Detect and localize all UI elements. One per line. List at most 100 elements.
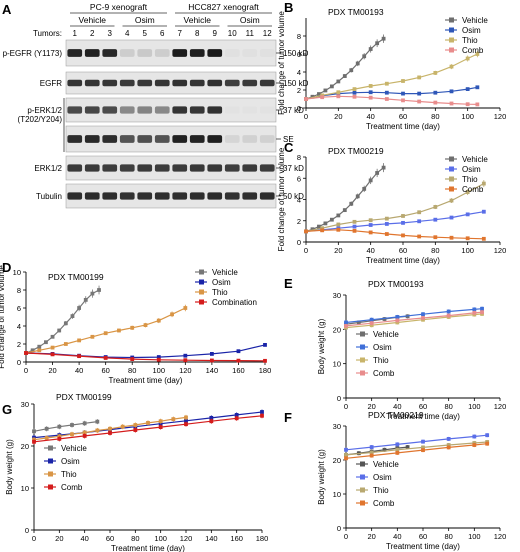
x-tick-label: 80	[444, 402, 452, 411]
x-tick-label: 20	[55, 534, 63, 543]
series-comb	[304, 94, 480, 107]
series-comb	[344, 310, 484, 328]
data-point	[108, 431, 112, 435]
data-point	[395, 442, 400, 447]
data-point	[352, 94, 357, 99]
data-point	[234, 413, 239, 417]
data-point	[362, 186, 367, 191]
data-point	[421, 439, 425, 444]
data-point	[475, 85, 480, 90]
chart-panel-D: D PDX TM00199 0 20 40 60 80 100 120 140 160 180 0 2 4 6…	[0, 260, 271, 385]
data-point	[421, 312, 425, 317]
y-axis-label: Fold change of tumor volume	[0, 265, 6, 369]
data-point	[481, 236, 486, 241]
data-point	[446, 443, 451, 447]
data-point	[32, 429, 36, 434]
series-line	[25, 307, 186, 354]
data-point	[170, 312, 174, 317]
data-point	[369, 317, 374, 322]
blot-row-label: EGFR	[40, 79, 62, 88]
legend-label: Comb	[373, 369, 395, 378]
data-point	[95, 428, 100, 433]
blot-band	[102, 135, 118, 143]
blot-band	[137, 79, 153, 87]
series-comb	[304, 227, 486, 241]
blot-band	[137, 49, 153, 57]
data-point	[417, 99, 422, 104]
chart-title: PDX TM00219	[328, 146, 384, 156]
x-axis-label: Treatment time (day)	[366, 256, 440, 265]
series-vehicle	[304, 163, 386, 234]
blot-band	[84, 135, 100, 143]
kd-marker: 37 kD	[283, 106, 304, 115]
data-point	[171, 417, 176, 422]
x-tick-label: 80	[431, 246, 439, 255]
data-point	[209, 415, 214, 420]
x-tick-label: 80	[431, 112, 439, 121]
legend-swatch-marker	[360, 487, 365, 493]
blot-band	[102, 192, 118, 200]
blot-band	[119, 79, 135, 87]
data-point	[480, 310, 484, 315]
data-point	[336, 213, 341, 218]
data-point	[352, 90, 357, 95]
data-point	[465, 87, 470, 91]
data-point	[417, 210, 422, 215]
legend-swatch-marker	[449, 166, 454, 172]
legend-label: Osim	[462, 165, 481, 174]
data-point	[352, 224, 357, 229]
data-point	[381, 36, 386, 41]
x-tick-label: 180	[256, 534, 269, 543]
blot-band	[119, 49, 135, 57]
blot-band	[172, 135, 188, 143]
data-point	[57, 436, 62, 441]
data-point	[369, 450, 374, 455]
data-point	[82, 434, 87, 438]
blot-band	[154, 106, 170, 114]
x-tick-label: 40	[80, 534, 88, 543]
y-tick-label: 0	[17, 358, 21, 367]
legend: Vehicle Osim Thio Comb	[356, 330, 399, 378]
blot-band	[102, 79, 118, 87]
blot-band	[224, 192, 240, 200]
x-tick-label: 80	[444, 532, 452, 541]
data-point	[336, 79, 341, 84]
data-point	[260, 413, 264, 418]
data-point	[449, 89, 454, 94]
blot-row	[65, 125, 277, 153]
blot-band	[242, 192, 258, 200]
panel-letter: F	[284, 410, 292, 425]
x-tick-label: 120	[494, 532, 507, 541]
x-tick-label: 180	[259, 366, 272, 375]
data-point	[421, 448, 425, 453]
data-point	[465, 56, 470, 61]
blot-membrane	[65, 155, 277, 181]
blot-band	[84, 49, 100, 57]
legend-swatch-marker	[199, 269, 204, 275]
x-tick-label: 20	[367, 532, 375, 541]
x-axis-label: Treatment time (day)	[366, 122, 440, 131]
y-tick-label: 10	[333, 490, 341, 499]
blot-band	[189, 106, 205, 114]
data-point	[395, 315, 400, 319]
legend-swatch-marker	[199, 289, 204, 295]
data-point	[362, 54, 367, 59]
data-point	[50, 334, 55, 339]
y-tick-label: 4	[297, 196, 301, 205]
data-point	[50, 352, 55, 357]
data-point	[184, 422, 188, 427]
data-point	[449, 198, 454, 203]
blot-band	[242, 79, 258, 87]
y-tick-label: 2	[297, 86, 301, 95]
blot-band	[67, 135, 83, 143]
blot-band	[67, 164, 83, 172]
data-point	[344, 453, 348, 457]
x-tick-label: 80	[128, 366, 136, 375]
data-point	[368, 230, 373, 235]
blot-membrane	[65, 39, 277, 67]
blot-band	[172, 106, 188, 114]
blot-band	[189, 164, 205, 172]
data-point	[417, 75, 422, 80]
